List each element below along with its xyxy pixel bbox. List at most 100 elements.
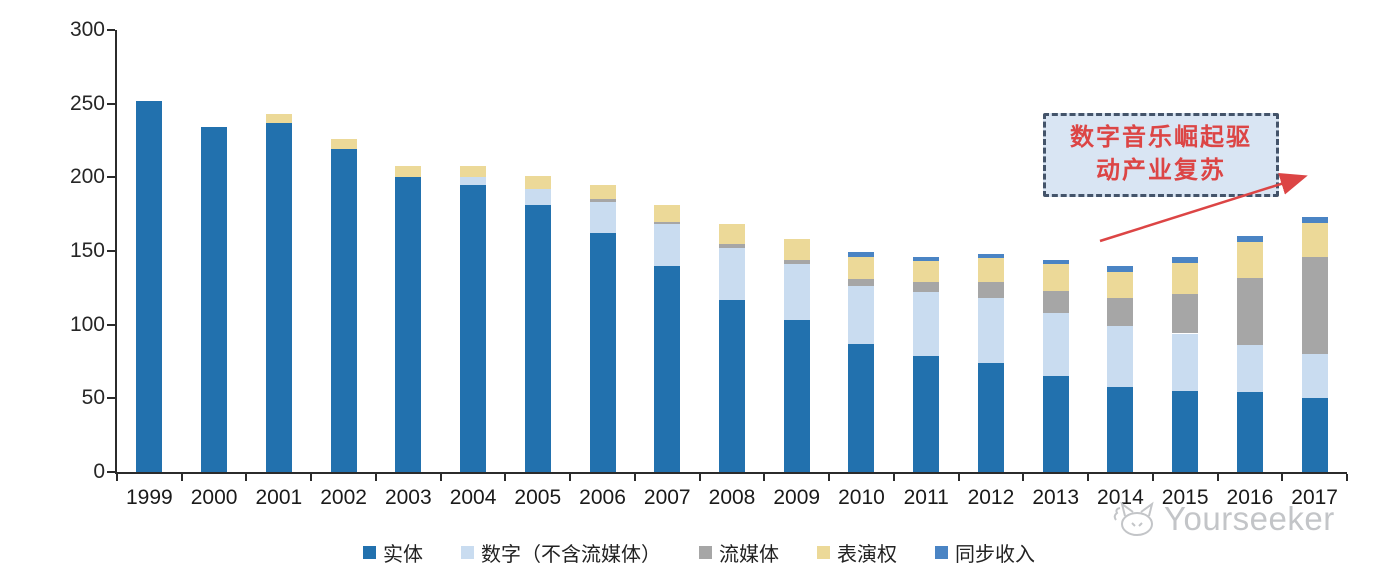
legend-label: 表演权 — [837, 544, 897, 566]
bar-segment-2004 — [460, 165, 487, 178]
y-axis-tick — [107, 176, 115, 179]
x-axis-label: 2014 — [1097, 486, 1144, 509]
x-axis-tick — [957, 474, 960, 481]
bar-segment-2009 — [783, 259, 810, 265]
bar-segment-2007 — [654, 265, 681, 472]
x-axis-tick — [828, 474, 831, 481]
legend-swatch — [699, 546, 712, 559]
bar-segment-2005 — [524, 175, 551, 190]
bar-segment-2016 — [1236, 236, 1263, 243]
x-axis-label: 2001 — [255, 486, 303, 509]
legend-item: 数字（不含流媒体） — [461, 538, 661, 567]
bar-segment-2012 — [977, 258, 1004, 282]
legend-item: 同步收入 — [935, 538, 1035, 567]
x-axis-label: 2003 — [384, 486, 432, 509]
bar-segment-2017 — [1301, 256, 1328, 355]
bar-segment-2010 — [848, 278, 875, 287]
legend-item: 实体 — [363, 538, 423, 567]
bar-segment-2000 — [201, 127, 228, 472]
bar-segment-2005 — [524, 189, 551, 206]
bar-segment-2008 — [719, 248, 745, 300]
x-axis-label: 2012 — [967, 486, 1015, 509]
bar-segment-2006 — [589, 184, 616, 200]
bar-segment-2010 — [848, 256, 875, 279]
y-axis-label: 150 — [69, 239, 105, 262]
bar-segment-2016 — [1236, 392, 1263, 472]
x-axis-label: 2005 — [514, 486, 562, 509]
bar-segment-2013 — [1042, 259, 1069, 265]
y-axis-tick — [107, 323, 115, 326]
bar-segment-2016 — [1236, 345, 1263, 393]
bar-segment-2005 — [524, 205, 551, 472]
bar-segment-2008 — [719, 299, 745, 472]
bar-segment-2006 — [589, 233, 616, 472]
bar-segment-2004 — [460, 177, 487, 185]
bar-segment-2012 — [977, 362, 1004, 472]
legend-swatch — [817, 546, 830, 559]
x-axis-tick — [1022, 474, 1025, 481]
x-axis-label: 2013 — [1032, 486, 1080, 509]
x-axis-label: 2008 — [708, 486, 756, 509]
bar-segment-2011 — [913, 355, 940, 472]
x-axis-tick — [245, 474, 248, 481]
x-axis-label: 2011 — [903, 486, 949, 509]
bar-segment-2014 — [1107, 271, 1134, 299]
bar-segment-2016 — [1236, 277, 1263, 346]
x-axis-label: 2009 — [773, 486, 821, 509]
x-axis-tick — [569, 474, 572, 481]
watermark: Yourseeker — [1112, 498, 1335, 540]
bar-segment-2014 — [1107, 298, 1134, 327]
bar-segment-2011 — [913, 256, 940, 262]
y-axis-tick — [107, 397, 115, 400]
bar-segment-2015 — [1172, 293, 1199, 334]
x-axis-tick — [374, 474, 377, 481]
bar-segment-2007 — [654, 205, 681, 222]
bar-segment-2013 — [1042, 290, 1069, 313]
y-axis-label: 50 — [81, 386, 105, 410]
x-axis-label: 2006 — [579, 486, 626, 509]
bar-segment-2017 — [1301, 223, 1328, 257]
bar-segment-2016 — [1236, 242, 1263, 278]
annotation-text-line1: 数字音乐崛起驱 — [1070, 125, 1252, 151]
x-axis-tick — [1346, 474, 1348, 481]
bar-segment-2003 — [395, 165, 422, 178]
bar-segment-2015 — [1172, 333, 1199, 391]
legend-label: 同步收入 — [955, 544, 1035, 566]
bar-segment-2001 — [265, 113, 292, 123]
bar-segment-2015 — [1172, 262, 1199, 294]
bar-segment-2015 — [1172, 390, 1199, 472]
x-axis-label: 2002 — [320, 486, 367, 509]
bar-segment-2011 — [913, 281, 940, 293]
bar-segment-2009 — [783, 264, 810, 321]
bar-segment-2017 — [1301, 354, 1328, 399]
bar-segment-2012 — [977, 281, 1004, 299]
y-axis-label: 300 — [69, 18, 105, 41]
x-axis-tick — [1151, 474, 1154, 481]
bar-segment-2013 — [1042, 312, 1069, 377]
bar-segment-2007 — [654, 221, 681, 225]
y-axis — [115, 30, 117, 474]
y-axis-label: 200 — [69, 165, 105, 189]
bar-segment-2013 — [1042, 264, 1069, 291]
x-axis-tick — [116, 474, 118, 481]
bar-segment-2009 — [783, 320, 810, 472]
x-axis-tick — [1281, 474, 1284, 481]
bar-segment-2008 — [719, 224, 745, 244]
x-axis-label: 2004 — [449, 486, 497, 509]
bar-segment-2002 — [330, 149, 357, 472]
legend-item: 流媒体 — [699, 538, 779, 567]
bar-segment-2014 — [1107, 386, 1134, 472]
x-axis-tick — [698, 474, 701, 481]
bar-segment-2009 — [783, 239, 810, 260]
x-axis-label: 2017 — [1291, 486, 1338, 509]
y-axis-tick — [107, 250, 115, 252]
bar-segment-2007 — [654, 224, 681, 266]
x-axis-tick — [1087, 474, 1090, 481]
legend-swatch — [935, 546, 948, 559]
x-axis-tick — [892, 474, 895, 481]
bar-segment-2006 — [589, 199, 616, 203]
y-axis-label: 0 — [93, 460, 105, 483]
bar-segment-2010 — [848, 252, 875, 257]
bar-segment-2008 — [719, 243, 745, 249]
x-axis-label: 2010 — [838, 486, 885, 509]
